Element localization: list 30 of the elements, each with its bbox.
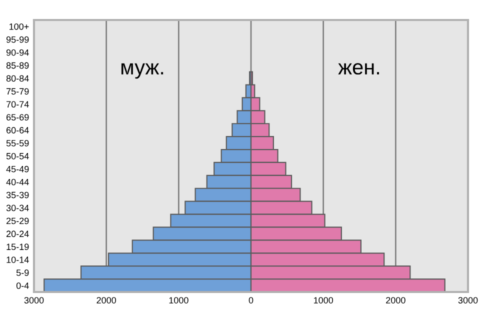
x-tick-label: 3000 (458, 297, 478, 304)
y-tick-label: 40-44 (6, 178, 29, 186)
x-tick-label: 1000 (169, 297, 188, 304)
y-tick-label: 15-19 (6, 244, 29, 250)
y-tick-label: 85-89 (6, 62, 29, 69)
y-tick-label: 45-49 (6, 166, 29, 172)
y-tick-label: 35-39 (6, 192, 29, 198)
y-tick-label: 10-14 (6, 256, 29, 263)
x-tick-label: 1000 (314, 297, 334, 304)
y-tick-label: 70-74 (6, 101, 29, 108)
y-tick-label: 0-4 (16, 282, 29, 289)
x-tick-label: 3000 (24, 297, 44, 304)
y-tick-label: 55-59 (6, 140, 29, 146)
y-tick-label: 50-54 (6, 152, 29, 160)
annotation: муж. (121, 63, 164, 79)
y-tick-label: 90-94 (6, 49, 29, 56)
y-tick-label: 100+ (9, 23, 29, 30)
x-tick-label: 2000 (96, 297, 116, 304)
y-tick-label: 30-34 (6, 204, 29, 212)
x-tick-label: 2000 (386, 297, 406, 304)
x-tick-label: 0 (248, 297, 254, 304)
y-tick-label: 75-79 (6, 88, 29, 95)
annotation: жен. (338, 63, 380, 75)
y-tick-label: 95-99 (6, 36, 29, 43)
y-tick-label: 5-9 (16, 270, 29, 276)
y-tick-label: 25-29 (6, 218, 29, 224)
y-tick-label: 20-24 (6, 230, 29, 238)
y-tick-label: 80-84 (6, 75, 29, 82)
y-tick-label: 65-69 (6, 114, 29, 121)
y-tick-label: 60-64 (6, 127, 29, 134)
